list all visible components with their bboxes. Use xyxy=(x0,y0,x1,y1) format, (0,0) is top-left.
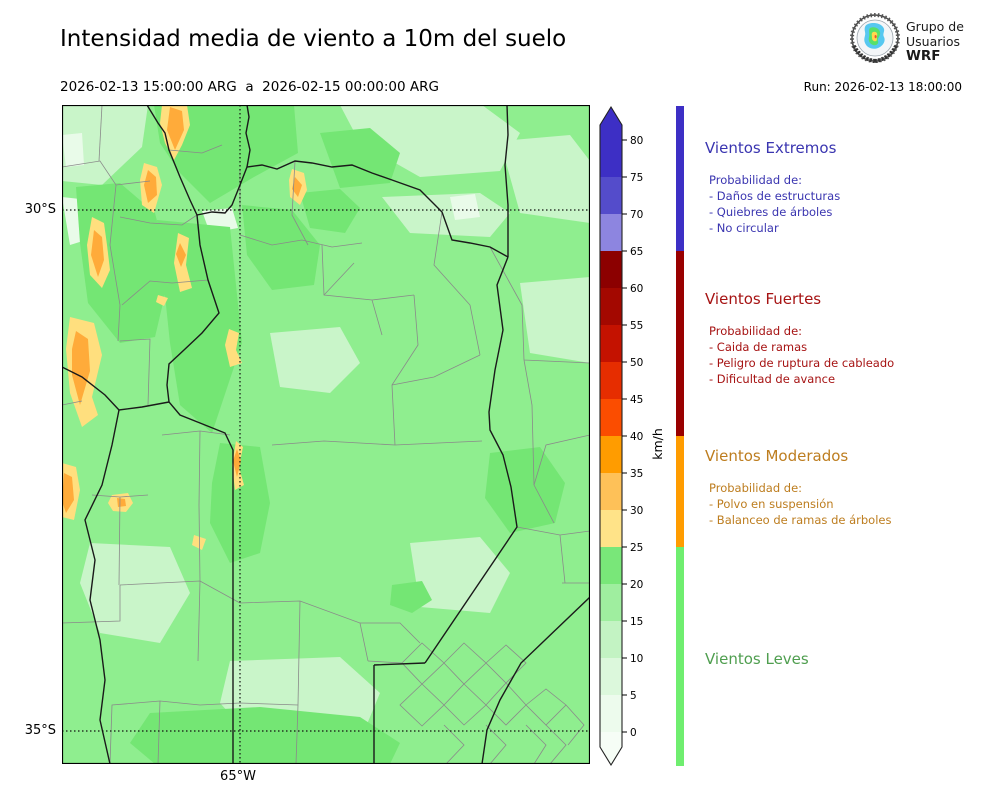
logo-caption-wrf: WRF xyxy=(906,48,941,64)
wind-speed-colorbar: 80 75 70 65 60 55 50 45 40 35 30 25 20 1… xyxy=(599,105,665,767)
colorbar-tick-label: 65 xyxy=(630,246,643,258)
colorbar-tick-label: 70 xyxy=(630,209,643,221)
legend-strong-item: - Caida de ramas xyxy=(709,340,808,354)
colorbar-tick-label: 0 xyxy=(630,727,637,739)
model-run-timestamp: Run: 2026-02-13 18:00:00 xyxy=(803,80,962,94)
logo-text-ring xyxy=(850,13,900,63)
colorbar-tick-label: 75 xyxy=(630,172,643,184)
colorbar-segment xyxy=(600,325,622,362)
legend-moderate-item: - Balanceo de ramas de árboles xyxy=(709,513,892,527)
logo-map-blob-red xyxy=(874,35,877,39)
colorbar-tick-marks xyxy=(622,139,627,733)
legend-light-title: Vientos Leves xyxy=(705,650,809,668)
province-borders xyxy=(62,105,590,764)
wind-ridges-orange xyxy=(62,107,302,513)
colorbar-tick-label: 60 xyxy=(630,283,643,295)
strip-strong xyxy=(676,251,684,436)
colorbar-tick-label: 40 xyxy=(630,431,643,443)
strip-extreme xyxy=(676,106,684,251)
colorbar-segment xyxy=(600,473,622,510)
logo-map-blob-yellow xyxy=(871,31,878,42)
colorbar-unit-label: km/h xyxy=(650,428,665,460)
colorbar-segment xyxy=(600,177,622,214)
legend-category-strip xyxy=(676,106,684,766)
wind-intensity-map xyxy=(62,105,590,764)
lat-label-30s: 30°S xyxy=(24,202,56,217)
logo-caption: Grupo de Usuarios WRF xyxy=(906,19,964,64)
colorbar-segment xyxy=(600,584,622,621)
colorbar-tick-label: 50 xyxy=(630,357,643,369)
forecast-period: 2026-02-13 15:00:00 ARG a 2026-02-15 00:… xyxy=(60,79,439,95)
strip-light xyxy=(676,547,684,766)
colorbar-segment xyxy=(600,288,622,325)
colorbar-segment xyxy=(600,362,622,399)
colorbar-segment xyxy=(600,695,622,732)
wind-patches-pale xyxy=(62,105,590,747)
colorbar-segment xyxy=(600,510,622,547)
legend-strong-item: - Dificultad de avance xyxy=(709,372,836,386)
lon-label-65w: 65°W xyxy=(220,769,256,784)
map-frame xyxy=(62,105,590,764)
legend-extreme-item: - No circular xyxy=(709,221,779,235)
legend-extreme-title: Vientos Extremos xyxy=(705,139,837,157)
legend-moderate-prob-title: Probabilidad de: xyxy=(709,481,803,495)
colorbar-segment xyxy=(600,436,622,473)
colorbar-under-arrow xyxy=(600,732,622,765)
logo-caption-line2: Usuarios xyxy=(906,34,961,49)
legend-extreme-item: - Quiebres de árboles xyxy=(709,205,833,219)
colorbar-segment xyxy=(600,547,622,584)
colorbar-tick-label: 45 xyxy=(630,394,643,406)
legend-extreme-body: Probabilidad de: - Daños de estructuras … xyxy=(709,172,840,236)
department-borders xyxy=(62,105,590,764)
colorbar-segment xyxy=(600,399,622,436)
legend-moderate-body: Probabilidad de: - Polvo en suspensión -… xyxy=(709,480,891,528)
colorbar-tick-label: 55 xyxy=(630,320,643,332)
colorbar-outline xyxy=(599,105,623,767)
colorbar-tick-label: 30 xyxy=(630,505,643,517)
colorbar-tick-label: 10 xyxy=(630,653,643,665)
legend-extreme-item: - Daños de estructuras xyxy=(709,189,841,203)
legend-extreme-prob-title: Probabilidad de: xyxy=(709,173,803,187)
colorbar-tick-labels: 80 75 70 65 60 55 50 45 40 35 30 25 20 1… xyxy=(630,135,643,739)
colorbar-segment xyxy=(600,214,622,251)
colorbar-tick-label: 25 xyxy=(630,542,643,554)
strip-moderate xyxy=(676,436,684,547)
legend-moderate-title: Vientos Moderados xyxy=(705,447,849,465)
colorbar-over-arrow xyxy=(600,107,622,140)
legend-strong-item: - Peligro de ruptura de cableado xyxy=(709,356,895,370)
colorbar-tick-label: 20 xyxy=(630,579,643,591)
colorbar-segment xyxy=(600,140,622,177)
wrf-users-group-logo xyxy=(850,13,900,63)
colorbar-tick-label: 35 xyxy=(630,468,643,480)
legend-strong-body: Probabilidad de: - Caida de ramas - Peli… xyxy=(709,323,894,387)
colorbar-tick-label: 5 xyxy=(630,690,637,702)
colorbar-segments xyxy=(600,140,622,732)
colorbar-segment xyxy=(600,621,622,658)
logo-caption-line1: Grupo de xyxy=(906,19,964,34)
lat-label-35s: 35°S xyxy=(24,723,56,738)
legend-strong-title: Vientos Fuertes xyxy=(705,290,822,308)
graticule-lines xyxy=(62,105,590,764)
legend-moderate-item: - Polvo en suspensión xyxy=(709,497,834,511)
colorbar-tick-label: 15 xyxy=(630,616,643,628)
legend-strong-prob-title: Probabilidad de: xyxy=(709,324,803,338)
colorbar-segment xyxy=(600,658,622,695)
page-title: Intensidad media de viento a 10m del sue… xyxy=(60,26,567,52)
colorbar-segment xyxy=(600,251,622,288)
colorbar-tick-label: 80 xyxy=(630,135,643,147)
